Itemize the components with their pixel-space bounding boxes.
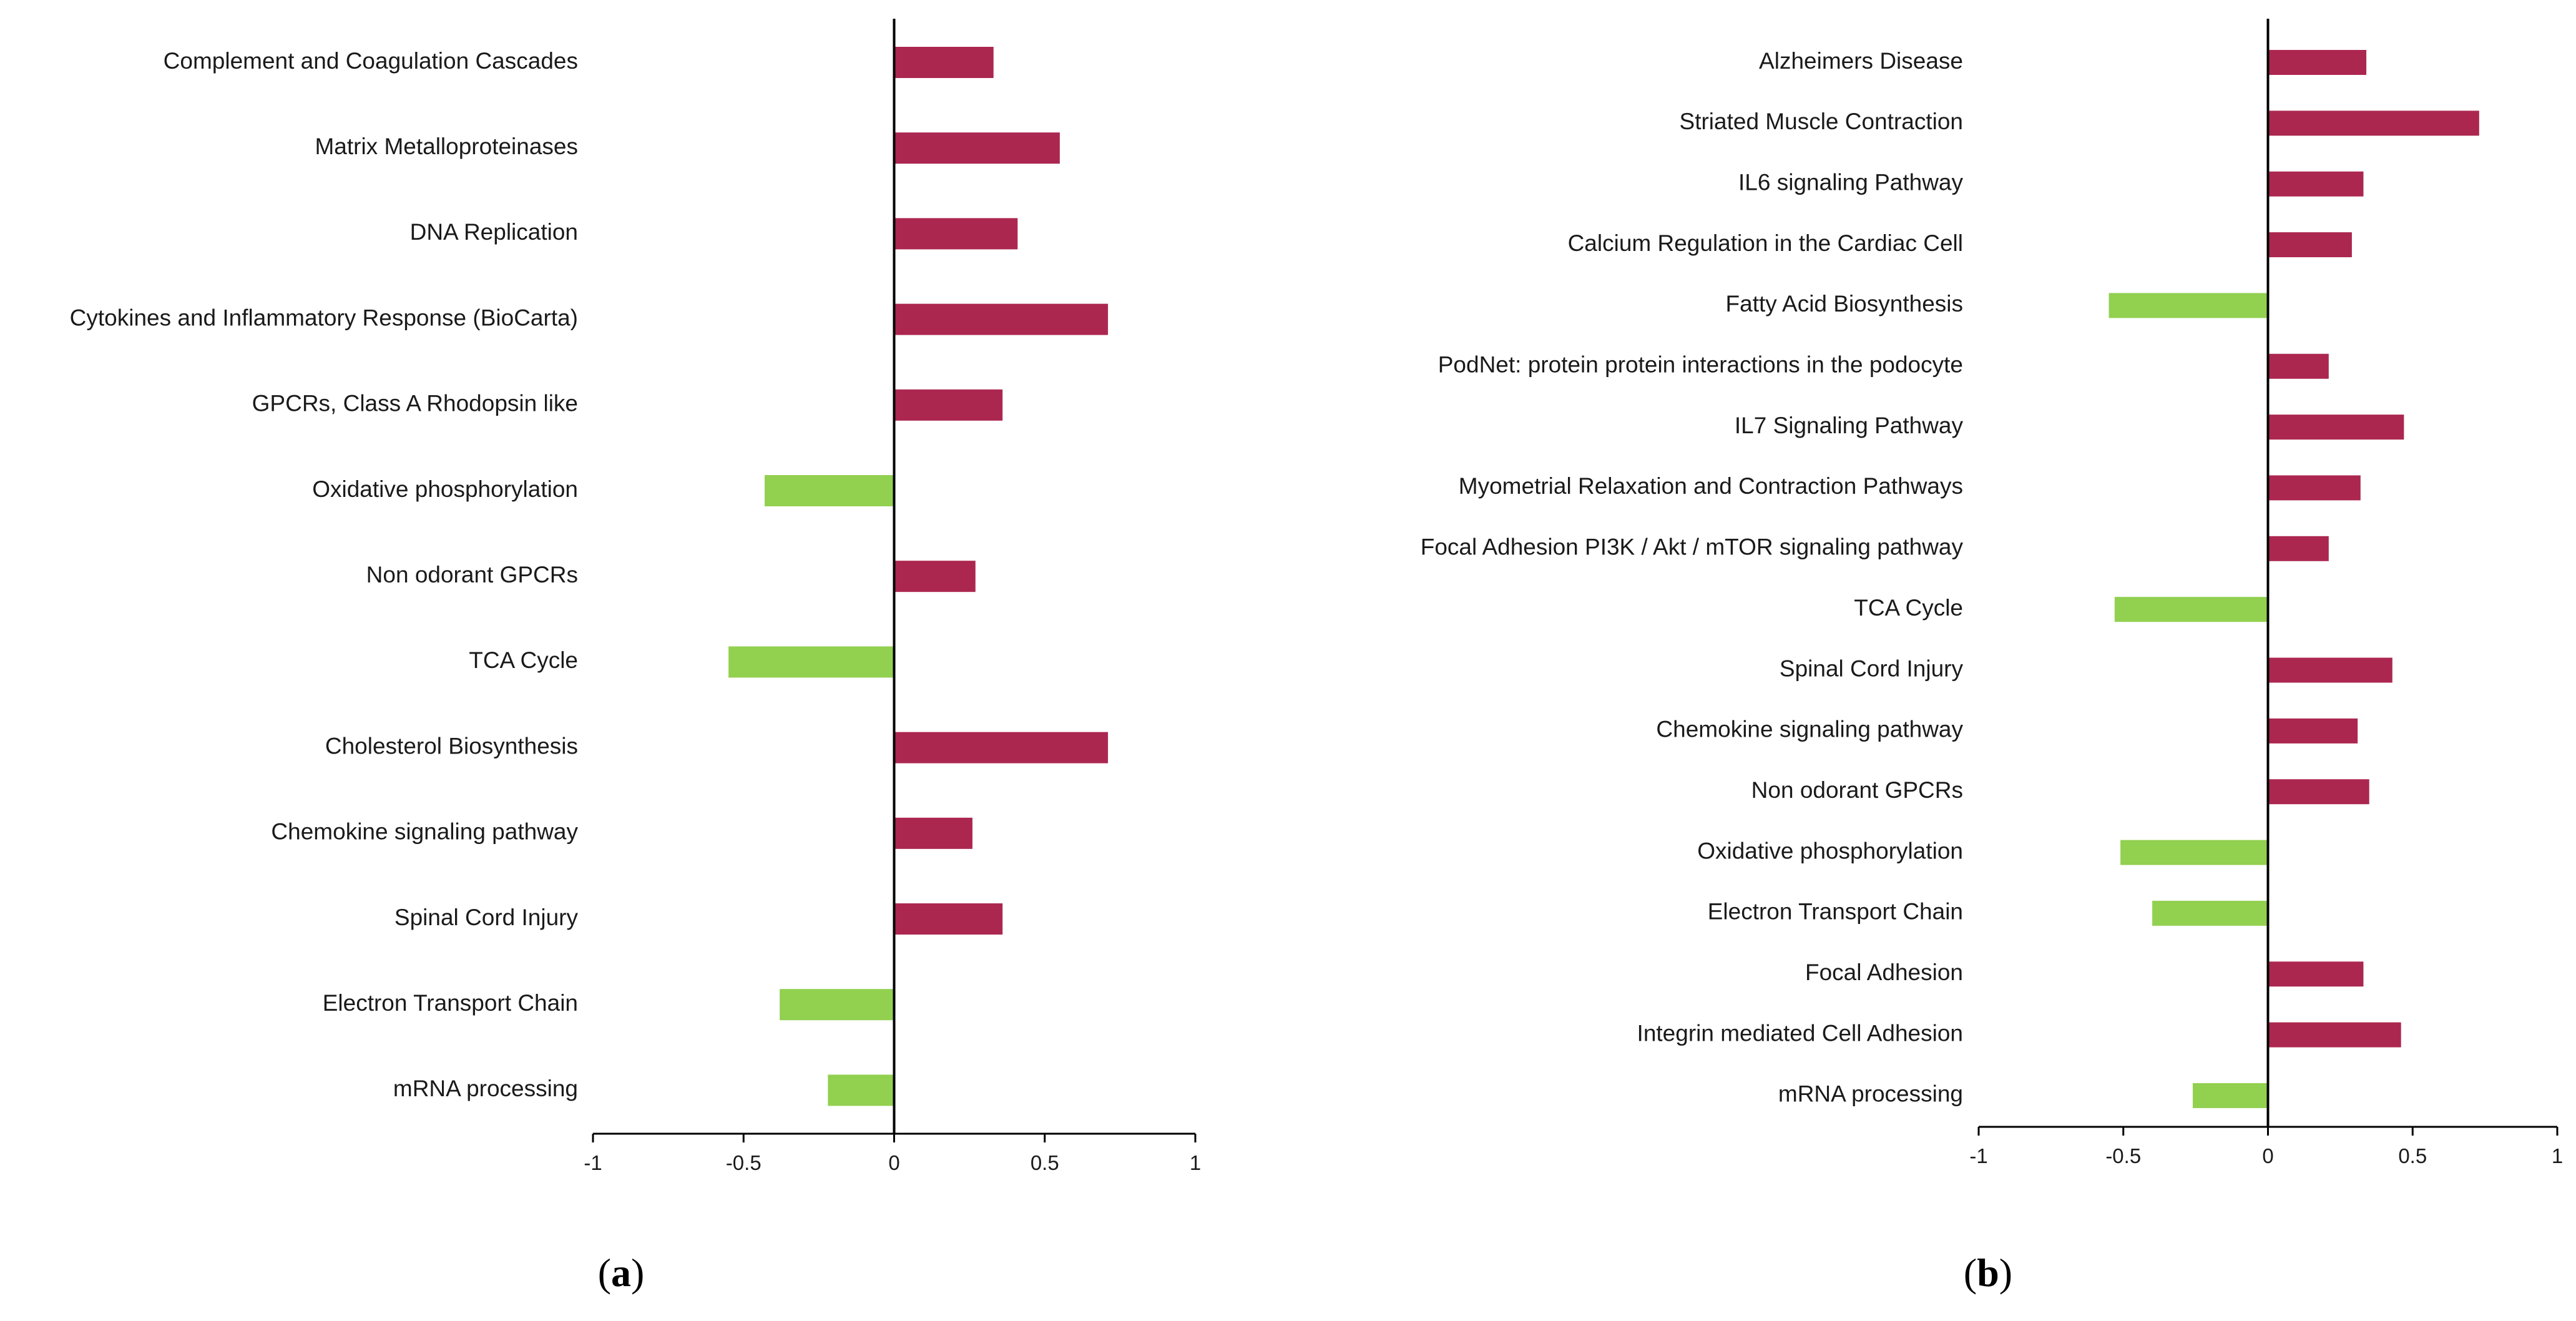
- panel-label-b-letter: b: [1977, 1250, 1999, 1295]
- category-label-a-5: GPCRs, Class A Rhodopsin like: [252, 391, 578, 416]
- category-label-b-2: Striated Muscle Contraction: [1680, 109, 1963, 134]
- category-label-a-11: Spinal Cord Injury: [394, 905, 579, 930]
- bar-b-13: [2268, 779, 2369, 805]
- category-label-b-7: IL7 Signaling Pathway: [1735, 413, 1964, 438]
- category-label-b-12: Chemokine signaling pathway: [1656, 717, 1963, 742]
- category-label-b-16: Focal Adhesion: [1805, 960, 1963, 985]
- bar-b-15: [2152, 900, 2268, 926]
- category-label-b-11: Spinal Cord Injury: [1780, 656, 1964, 681]
- bar-b-5: [2108, 293, 2268, 318]
- panel-label-b-close: ): [1999, 1250, 2012, 1295]
- x-tick-label-a-1: -1: [584, 1151, 602, 1174]
- category-label-b-9: Focal Adhesion PI3K / Akt / mTOR signali…: [1421, 534, 1964, 560]
- x-tick-label-b-2: -0.5: [2105, 1144, 2141, 1167]
- bar-b-1: [2268, 50, 2367, 75]
- x-tick-label-a-3: 0: [888, 1151, 899, 1174]
- bar-b-12: [2268, 718, 2358, 744]
- chart-panel-b: Alzheimers Disease Striated Muscle Contra…: [1421, 19, 2563, 1167]
- x-tick-label-b-5: 1: [2552, 1144, 2563, 1167]
- category-label-a-13: mRNA processing: [393, 1076, 578, 1101]
- category-label-b-1: Alzheimers Disease: [1759, 48, 1963, 74]
- bar-b-11: [2268, 657, 2392, 683]
- bar-a-7: [894, 561, 976, 592]
- category-label-b-4: Calcium Regulation in the Cardiac Cell: [1568, 230, 1963, 256]
- bar-b-4: [2268, 232, 2352, 258]
- bar-b-9: [2268, 536, 2329, 561]
- x-tick-label-a-5: 1: [1190, 1151, 1201, 1174]
- category-label-a-10: Chemokine signaling pathway: [271, 819, 578, 845]
- bar-a-11: [894, 903, 1003, 935]
- x-tick-label-b-4: 0.5: [2398, 1144, 2427, 1167]
- category-label-b-13: Non odorant GPCRs: [1751, 777, 1963, 803]
- bar-a-5: [894, 389, 1003, 421]
- bar-b-7: [2268, 415, 2404, 440]
- category-label-a-4: Cytokines and Inflammatory Response (Bio…: [70, 305, 578, 330]
- bar-a-8: [728, 646, 894, 678]
- category-label-b-15: Electron Transport Chain: [1708, 899, 1963, 925]
- category-label-b-5: Fatty Acid Biosynthesis: [1726, 291, 1963, 317]
- bar-b-3: [2268, 171, 2364, 197]
- bar-a-4: [894, 303, 1109, 335]
- bar-b-14: [2120, 840, 2268, 865]
- category-label-a-12: Electron Transport Chain: [323, 990, 578, 1016]
- x-tick-label-a-4: 0.5: [1031, 1151, 1059, 1174]
- bar-a-9: [894, 732, 1109, 764]
- category-label-b-14: Oxidative phosphorylation: [1697, 838, 1963, 863]
- x-tick-label-b-1: -1: [1969, 1144, 1987, 1167]
- category-label-b-18: mRNA processing: [1778, 1081, 1963, 1107]
- bar-a-10: [894, 817, 972, 849]
- bar-a-3: [894, 218, 1018, 250]
- bar-b-8: [2268, 475, 2361, 501]
- category-label-a-8: TCA Cycle: [469, 647, 578, 673]
- bar-a-2: [894, 132, 1060, 164]
- category-label-a-2: Matrix Metalloproteinases: [315, 134, 578, 159]
- category-label-b-10: TCA Cycle: [1854, 595, 1963, 621]
- panel-label-b-open: (: [1964, 1250, 1977, 1295]
- panel-label-a-open: (: [598, 1250, 611, 1295]
- category-label-a-7: Non odorant GPCRs: [366, 562, 578, 587]
- chart-panel-a: Complement and Coagulation Cascades Matri…: [70, 19, 1201, 1174]
- panel-label-a-close: ): [631, 1250, 644, 1295]
- category-label-b-6: PodNet: protein protein interactions in …: [1438, 352, 1963, 378]
- bar-a-6: [765, 475, 894, 506]
- bar-a-12: [780, 989, 894, 1021]
- panel-label-b: (b): [1964, 1250, 2012, 1295]
- bar-b-16: [2268, 961, 2364, 987]
- bar-b-17: [2268, 1022, 2401, 1048]
- bar-b-2: [2268, 110, 2479, 136]
- category-label-b-8: Myometrial Relaxation and Contraction Pa…: [1459, 473, 1963, 499]
- category-label-a-3: DNA Replication: [410, 219, 578, 245]
- category-label-b-17: Integrin mediated Cell Adhesion: [1637, 1020, 1963, 1046]
- x-tick-label-a-2: -0.5: [726, 1151, 762, 1174]
- bar-b-10: [2114, 597, 2268, 622]
- panel-label-a-letter: a: [611, 1250, 631, 1295]
- bar-a-13: [828, 1074, 894, 1106]
- bar-b-6: [2268, 353, 2329, 379]
- panel-label-a: (a): [598, 1250, 645, 1295]
- category-label-a-6: Oxidative phosphorylation: [312, 476, 578, 502]
- bar-b-18: [2192, 1083, 2268, 1108]
- category-label-a-1: Complement and Coagulation Cascades: [164, 48, 578, 74]
- category-label-a-9: Cholesterol Biosynthesis: [325, 733, 578, 759]
- category-label-b-3: IL6 signaling Pathway: [1738, 169, 1963, 195]
- x-tick-label-b-3: 0: [2262, 1144, 2273, 1167]
- bar-a-1: [894, 47, 994, 78]
